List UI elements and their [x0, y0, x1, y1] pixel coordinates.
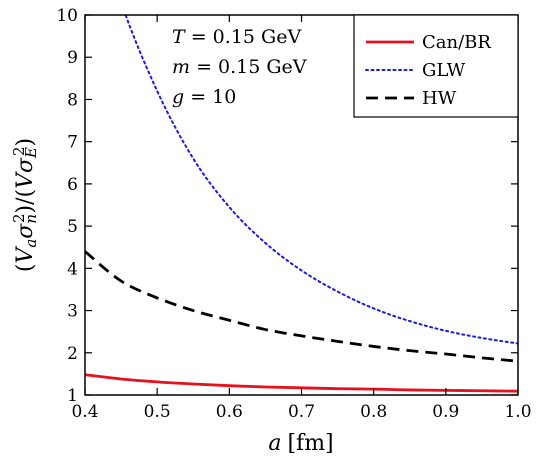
y-tick-label: 8 — [67, 90, 78, 110]
annotation-temperature: T = 0.15 GeV — [172, 26, 301, 48]
x-tick-label: 1.0 — [504, 402, 531, 422]
y-tick-label: 3 — [67, 302, 78, 322]
annotation-coupling: g = 10 — [172, 86, 236, 108]
legend: Can/BR GLW HW — [353, 14, 519, 118]
legend-label-can-br: Can/BR — [422, 32, 491, 53]
y-tick-label: 10 — [56, 6, 78, 26]
x-tick-label: 0.7 — [288, 402, 315, 422]
y-tick-label: 5 — [67, 217, 78, 237]
x-tick-label: 0.9 — [432, 402, 459, 422]
x-tick-label: 0.4 — [71, 402, 98, 422]
annotation-block: T = 0.15 GeV m = 0.15 GeV g = 10 — [172, 26, 307, 108]
y-axis-label: (Vaσn2)/(VσE2) — [10, 138, 40, 272]
series-line-glw — [124, 15, 518, 345]
x-tick-label: 0.8 — [360, 402, 387, 422]
legend-label-glw: GLW — [422, 60, 466, 81]
legend-box — [353, 14, 519, 118]
y-tick-label: 4 — [67, 259, 78, 279]
ticks-layer: 0.4 0.5 0.6 0.7 0.8 0.9 1.0 1 2 3 4 5 6 7 8 9 10 — [56, 6, 531, 422]
x-axis-label: a [fm] — [268, 431, 333, 456]
y-tick-label: 6 — [67, 175, 78, 195]
annotation-mass: m = 0.15 GeV — [172, 56, 307, 78]
series-line-hw — [85, 250, 518, 363]
y-tick-label: 1 — [67, 386, 78, 406]
x-tick-label: 0.5 — [144, 402, 171, 422]
y-tick-label: 2 — [67, 344, 78, 364]
legend-label-hw: HW — [422, 88, 457, 109]
y-tick-label: 9 — [67, 48, 78, 68]
y-tick-label: 7 — [67, 133, 78, 153]
x-tick-label: 0.6 — [216, 402, 243, 422]
